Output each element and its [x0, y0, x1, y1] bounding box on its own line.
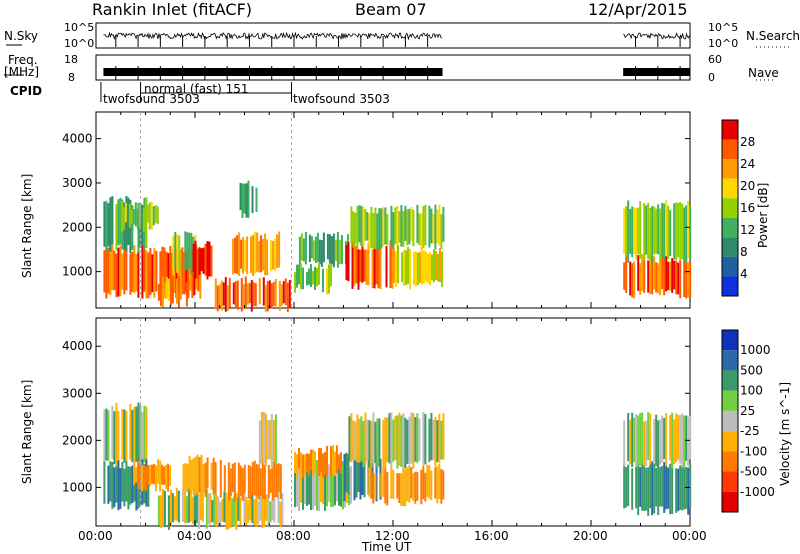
chart-title-date: 12/Apr/2015: [588, 0, 688, 19]
chart-title-station: Rankin Inlet (fitACF): [92, 0, 253, 19]
velocity-data-cell: [368, 463, 445, 507]
x-tick-label: 00:00: [78, 529, 113, 543]
velocity-colorbar-tick: -100: [740, 444, 767, 458]
power-data-cell: [623, 200, 692, 263]
velocity-colorbar-frame: [721, 329, 739, 513]
velocity-data-cell: [294, 445, 342, 479]
velocity-data-cell: [219, 459, 282, 502]
power-data-cell: [120, 200, 159, 233]
velocity-colorbar-tick: 25: [740, 404, 755, 418]
velocity-colorbar-tick: -1000: [740, 485, 775, 499]
power-data-cell: [157, 275, 188, 308]
x-axis-label: Time UT: [362, 540, 412, 554]
velocity-ytick-label: 2000: [62, 433, 93, 447]
chart-title-beam: Beam 07: [355, 0, 427, 19]
power-data-cell: [239, 180, 258, 218]
velocity-ytick-label: 4000: [62, 339, 93, 353]
freq-tick-bottom: 8: [68, 71, 75, 84]
power-colorbar-swatch: [722, 237, 738, 257]
velocity-colorbar-swatch: [722, 451, 738, 472]
nsearch-tick-bottom: 10^0: [708, 37, 739, 50]
power-colorbar-tick: 4: [740, 267, 748, 281]
velocity-colorbar-tick: -25: [740, 424, 760, 438]
cpid-label: CPID: [10, 84, 43, 98]
velocity-colorbar-swatch: [722, 491, 738, 512]
freq-tick-top: 18: [64, 53, 78, 66]
velocity-data-cell: [294, 459, 352, 512]
velocity-colorbar-tick: -500: [740, 465, 767, 479]
velocity-data-cell: [348, 412, 445, 469]
x-tick-label: 08:00: [276, 529, 311, 543]
power-colorbar-tick: 20: [740, 179, 755, 193]
freq-label: Freq.: [8, 53, 38, 67]
nsky-trace: [622, 32, 690, 40]
power-data-cell: [623, 253, 692, 299]
nave-block: [103, 68, 443, 76]
power-colorbar-swatch: [722, 256, 738, 277]
power-colorbar-swatch: [722, 159, 738, 179]
x-tick-label: 00:00: [672, 529, 707, 543]
nsky-tick-top: 10^5: [64, 21, 95, 34]
power-colorbar-swatch: [722, 217, 738, 238]
power-data-cell: [214, 276, 291, 312]
nsearch-tick-top: 10^5: [708, 21, 739, 34]
velocity-data-cell: [157, 487, 208, 530]
x-tick-label: 20:00: [573, 529, 608, 543]
nave-block: [623, 68, 690, 76]
velocity-colorbar-swatch: [722, 350, 738, 371]
power-ytick-label: 1000: [62, 265, 93, 279]
velocity-colorbar-swatch: [722, 431, 738, 452]
power-ytick-label: 3000: [62, 176, 93, 190]
velocity-data-cell: [623, 459, 692, 516]
power-data-cell: [294, 262, 332, 295]
power-colorbar-tick: 8: [740, 245, 748, 259]
power-colorbar-swatch: [722, 139, 738, 160]
velocity-data-cell: [207, 491, 284, 530]
x-tick-label: 16:00: [474, 529, 509, 543]
power-data-cell: [350, 204, 445, 250]
power-data-cell: [298, 231, 349, 268]
velocity-colorbar-swatch: [722, 410, 738, 432]
velocity-colorbar-swatch: [722, 390, 738, 411]
velocity-data-cell: [623, 412, 692, 469]
power-colorbar-tick: 24: [740, 157, 755, 171]
power-ytick-label: 2000: [62, 220, 93, 234]
power-colorbar-tick: 16: [740, 201, 755, 215]
cpid-label-1: twofsound 3503: [103, 92, 200, 106]
velocity-ytick-label: 3000: [62, 386, 93, 400]
x-tick-label: 12:00: [375, 529, 410, 543]
velocity-data-cell: [182, 454, 217, 497]
velocity-ytick-label: 1000: [62, 480, 93, 494]
power-data-cell: [393, 244, 443, 290]
nsearch-label: N.Search: [746, 29, 800, 43]
power-data-cell: [345, 240, 394, 290]
nave-label: Nave: [748, 66, 779, 80]
velocity-colorbar-tick: 100: [740, 384, 763, 398]
power-colorbar-tick: 12: [740, 223, 755, 237]
power-ytick-label: 4000: [62, 132, 93, 146]
nave-tick-bottom: 0: [708, 71, 715, 84]
nsky-tick-bottom: 10^0: [64, 37, 95, 50]
velocity-colorbar-tick: 500: [740, 363, 763, 377]
velocity-colorbar-swatch: [722, 471, 738, 492]
velocity-colorbar-swatch: [722, 370, 738, 391]
power-colorbar-swatch: [722, 178, 738, 199]
nave-tick-top: 60: [708, 53, 722, 66]
power-colorbar-tick: 28: [740, 135, 755, 149]
power-colorbar-swatch: [722, 120, 738, 140]
velocity-colorbar-tick: 1000: [740, 343, 771, 357]
power-colorbar-swatch: [722, 198, 738, 218]
cpid-label-3: twofsound 3503: [293, 92, 390, 106]
power-colorbar-frame: [721, 119, 739, 297]
velocity-colorbar-swatch: [722, 330, 738, 351]
nsky-label: N.Sky: [4, 29, 39, 43]
x-tick-label: 04:00: [177, 529, 212, 543]
velocity-data-cell: [258, 411, 277, 469]
power-colorbar-swatch: [722, 276, 738, 296]
power-data-cell: [232, 231, 281, 276]
power-data-cell: [103, 244, 202, 299]
power-data-cell: [192, 240, 213, 280]
freq-strip-frame: [95, 54, 691, 81]
